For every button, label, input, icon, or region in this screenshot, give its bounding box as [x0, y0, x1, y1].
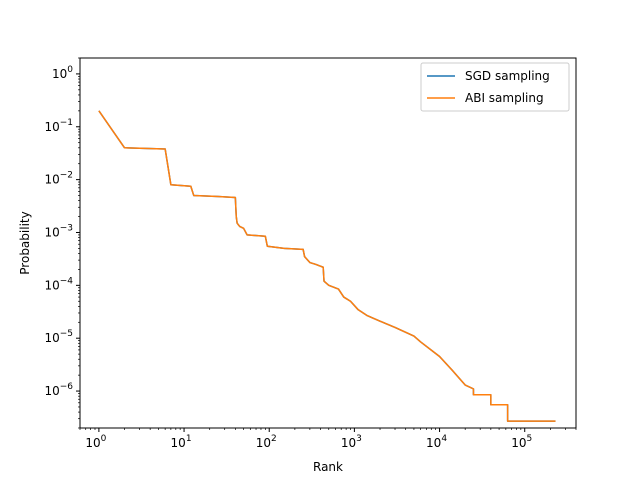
x-axis: 100 101 102 103 104 105: [79, 428, 577, 450]
series-line-1: [98, 110, 556, 422]
y-axis-label: Probability: [18, 211, 32, 274]
legend-label-abi: ABI sampling: [465, 91, 544, 105]
series-layer: [98, 110, 556, 422]
axes-frame: [79, 57, 577, 429]
legend: SGD sampling ABI sampling: [420, 62, 570, 112]
legend-box: [420, 62, 570, 112]
legend-label-sgd: SGD sampling: [465, 69, 550, 83]
x-axis-label: Rank: [313, 460, 343, 474]
